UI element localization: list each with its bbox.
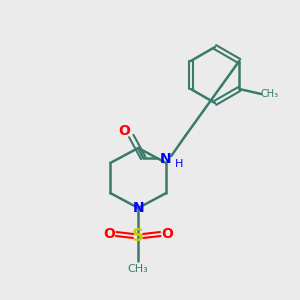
Text: S: S [132, 227, 144, 245]
Text: O: O [161, 227, 173, 241]
Text: N: N [159, 152, 171, 166]
Text: N: N [132, 201, 144, 215]
Text: O: O [103, 227, 115, 241]
Text: O: O [118, 124, 130, 138]
Text: CH₃: CH₃ [260, 89, 278, 99]
Text: H: H [175, 159, 183, 169]
Text: CH₃: CH₃ [128, 264, 148, 274]
